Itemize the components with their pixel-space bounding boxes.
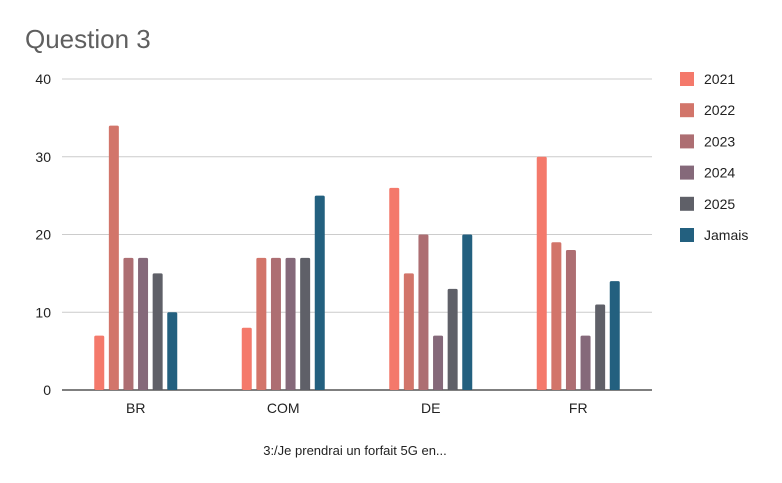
y-axis-ticks: 0 10 20 30 40 — [35, 71, 51, 398]
bar-de-2022 — [403, 273, 414, 390]
bar-fr-2024 — [580, 335, 591, 390]
bar-de-2021 — [389, 187, 400, 390]
bar-com-jamais — [314, 195, 325, 390]
chart-title: Question 3 — [25, 24, 151, 54]
bar-com-2021 — [241, 327, 252, 390]
legend-swatch — [680, 165, 694, 180]
bar-fr-2025 — [595, 304, 606, 390]
bar-de-2024 — [433, 335, 444, 390]
legend-label: 2022 — [704, 102, 735, 118]
grid-lines — [62, 78, 652, 391]
bar-fr-2022 — [551, 242, 562, 390]
legend-swatch — [680, 103, 694, 118]
bar-de-2023 — [418, 234, 429, 390]
legend-label: Jamais — [704, 227, 748, 243]
bar-de-2025 — [447, 288, 458, 390]
bar-br-2021 — [94, 335, 105, 390]
y-tick-label: 20 — [35, 227, 51, 243]
y-tick-label: 10 — [35, 304, 51, 320]
bars — [94, 125, 620, 391]
legend-swatch — [680, 228, 694, 242]
bar-br-2022 — [108, 125, 119, 391]
legend-label: 2024 — [704, 165, 735, 181]
y-tick-label: 0 — [43, 382, 51, 398]
bar-com-2025 — [300, 257, 311, 390]
bar-br-jamais — [167, 312, 178, 390]
legend-label: 2023 — [704, 133, 735, 149]
x-axis-ticks: BR COM DE FR — [126, 400, 588, 416]
bar-fr-jamais — [609, 281, 620, 390]
legend-swatch — [680, 134, 694, 149]
legend[interactable]: 2021 2022 2023 2024 2025 Jamais — [680, 71, 748, 243]
bar-br-2023 — [123, 257, 134, 390]
y-tick-label: 30 — [35, 149, 51, 165]
x-tick-label: DE — [421, 400, 440, 416]
y-tick-label: 40 — [35, 71, 51, 87]
bar-fr-2023 — [565, 250, 576, 390]
bar-br-2025 — [152, 273, 163, 390]
bar-com-2023 — [270, 257, 281, 390]
legend-swatch — [680, 72, 694, 86]
x-axis-title: 3:/Je prendrai un forfait 5G en... — [263, 443, 447, 458]
x-tick-label: COM — [267, 400, 300, 416]
legend-label: 2025 — [704, 196, 735, 212]
bar-br-2024 — [138, 257, 149, 390]
x-tick-label: BR — [126, 400, 145, 416]
bar-com-2024 — [285, 257, 296, 390]
legend-swatch — [680, 196, 694, 211]
bar-com-2022 — [256, 257, 267, 390]
legend-label: 2021 — [704, 71, 735, 87]
bar-de-jamais — [462, 234, 473, 390]
x-tick-label: FR — [569, 400, 588, 416]
bar-fr-2021 — [536, 156, 547, 390]
